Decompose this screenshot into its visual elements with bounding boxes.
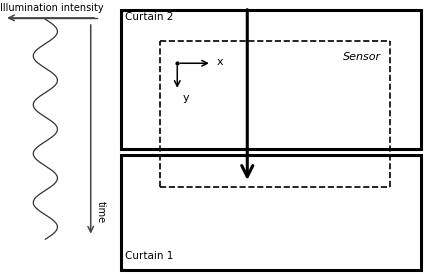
Text: Curtain 1: Curtain 1: [125, 251, 174, 261]
Bar: [121, 10, 421, 148]
Text: x: x: [217, 57, 224, 67]
Text: Sensor: Sensor: [343, 52, 381, 62]
Text: Illumination intensity: Illumination intensity: [0, 3, 104, 13]
Text: time: time: [96, 201, 106, 223]
Text: Curtain 2: Curtain 2: [125, 12, 174, 22]
Text: y: y: [182, 94, 189, 103]
Bar: [121, 155, 421, 270]
